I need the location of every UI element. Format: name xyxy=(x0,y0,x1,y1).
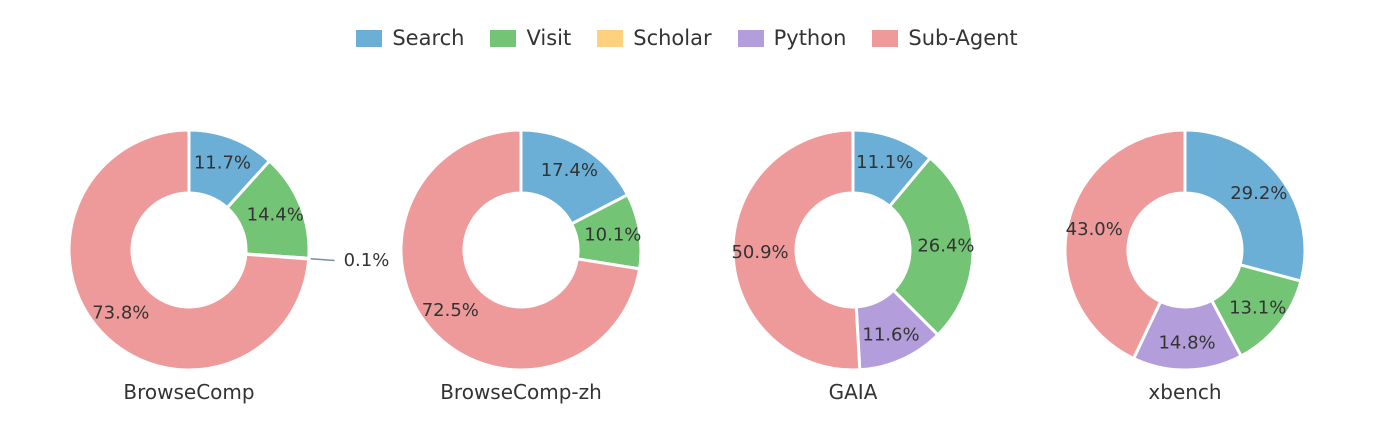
slice-search xyxy=(519,128,630,226)
chart-title: xbench xyxy=(1148,380,1221,404)
leader-line-scholar xyxy=(310,258,335,262)
legend-swatch xyxy=(356,29,383,47)
slice-label-search: 11.1% xyxy=(856,152,913,173)
slice-label-visit: 13.1% xyxy=(1229,297,1286,318)
slice-label-search: 17.4% xyxy=(541,160,598,181)
slice-label-sub-agent: 43.0% xyxy=(1066,219,1123,240)
chart-title: BrowseComp-zh xyxy=(440,380,602,404)
legend-label: Search xyxy=(392,26,465,50)
legend-label: Visit xyxy=(526,26,572,50)
slice-label-search: 29.2% xyxy=(1230,183,1287,204)
legend-swatch xyxy=(737,29,764,47)
slice-sub-agent xyxy=(1063,128,1187,360)
chart-title: GAIA xyxy=(829,380,878,404)
legend-swatch xyxy=(490,29,517,47)
legend-label: Python xyxy=(773,26,847,50)
slice-label-sub-agent: 50.9% xyxy=(731,242,788,263)
legend-item-search: Search xyxy=(356,26,464,50)
slice-label-sub-agent: 72.5% xyxy=(422,300,479,321)
slice-label-search: 11.7% xyxy=(194,153,251,174)
slice-sub-agent xyxy=(731,128,862,372)
legend-item-visit: Visit xyxy=(490,26,571,50)
slice-label-python: 11.6% xyxy=(862,324,919,345)
donut-gaia: 11.1% 26.4% 11.6% 50.9% GAIA xyxy=(731,128,975,404)
legend-swatch xyxy=(597,29,624,47)
slice-visit xyxy=(888,156,975,337)
legend-swatch xyxy=(872,29,899,47)
slice-sub-agent xyxy=(67,128,311,372)
slice-sub-agent xyxy=(399,128,642,372)
slice-search xyxy=(1183,128,1307,283)
legend-item-python: Python xyxy=(737,26,847,50)
legend-label: Scholar xyxy=(633,26,712,50)
slice-label-scholar: 0.1% xyxy=(344,250,390,271)
legend-item-scholar: Scholar xyxy=(597,26,712,50)
slice-label-python: 14.8% xyxy=(1158,332,1215,353)
legend: Search Visit Scholar Python Sub-Agent xyxy=(0,22,1374,54)
legend-item-sub-agent: Sub-Agent xyxy=(872,26,1018,50)
donut-xbench: 29.2% 13.1% 14.8% 43.0% xbench xyxy=(1063,128,1307,404)
slice-label-visit: 10.1% xyxy=(584,225,641,246)
donut-browsecomp: 11.7% 14.4% 0.1% 73.8% BrowseComp xyxy=(67,128,390,404)
chart-title: BrowseComp xyxy=(123,380,254,404)
slice-label-sub-agent: 73.8% xyxy=(92,303,149,324)
legend-label: Sub-Agent xyxy=(908,26,1018,50)
slice-label-visit: 14.4% xyxy=(247,205,304,226)
slice-label-visit: 26.4% xyxy=(917,235,974,256)
donut-browsecomp-zh: 17.4% 10.1% 72.5% BrowseComp-zh xyxy=(399,128,643,404)
